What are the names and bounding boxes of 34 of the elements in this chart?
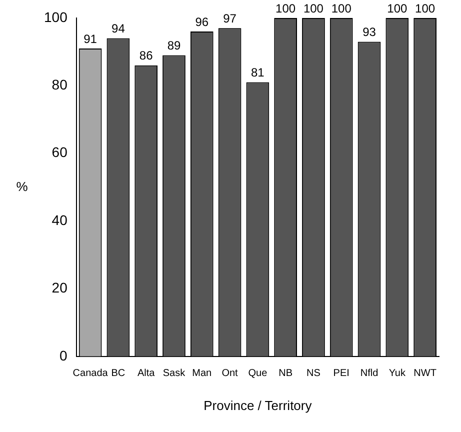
x-tick-label: PEI (333, 368, 350, 380)
x-tick-label: Ont (222, 368, 238, 380)
data-label: 100 (387, 1, 408, 16)
x-tick-label: Sask (162, 368, 186, 380)
x-axis-title: Province / Territory (204, 398, 312, 413)
y-tick-label: 0 (60, 347, 68, 364)
data-label: 100 (331, 1, 352, 16)
y-tick-label: 20 (52, 280, 68, 296)
y-tick-label: 60 (52, 144, 68, 160)
x-tick-label: NS (306, 368, 321, 380)
y-tick-label: 40 (52, 212, 68, 228)
x-tick-label: Canada (72, 368, 108, 380)
y-tick-label: 80 (52, 76, 68, 93)
x-tick-label: Man (192, 368, 212, 380)
x-tick-label: Nfld (360, 368, 378, 380)
x-tick-label: Que (248, 368, 268, 380)
data-label: 89 (167, 38, 181, 53)
data-label: 91 (84, 32, 98, 46)
data-label: 97 (223, 11, 237, 26)
data-label: 94 (112, 22, 126, 36)
x-tick-label: Alta (137, 368, 156, 380)
x-tick-label: NB (278, 368, 293, 380)
data-label: 81 (251, 66, 265, 80)
x-tick-label: BC (111, 368, 126, 380)
x-tick-label: Yuk (388, 368, 406, 380)
data-label: 96 (195, 14, 209, 29)
y-tick-label: 100 (44, 8, 68, 25)
data-label: 86 (139, 48, 154, 63)
data-label: 100 (303, 1, 324, 16)
data-label: 100 (276, 1, 296, 16)
y-axis-title: % (16, 178, 28, 194)
x-tick-label: NWT (414, 368, 436, 380)
data-label: 93 (362, 25, 376, 39)
data-label: 100 (415, 1, 436, 16)
